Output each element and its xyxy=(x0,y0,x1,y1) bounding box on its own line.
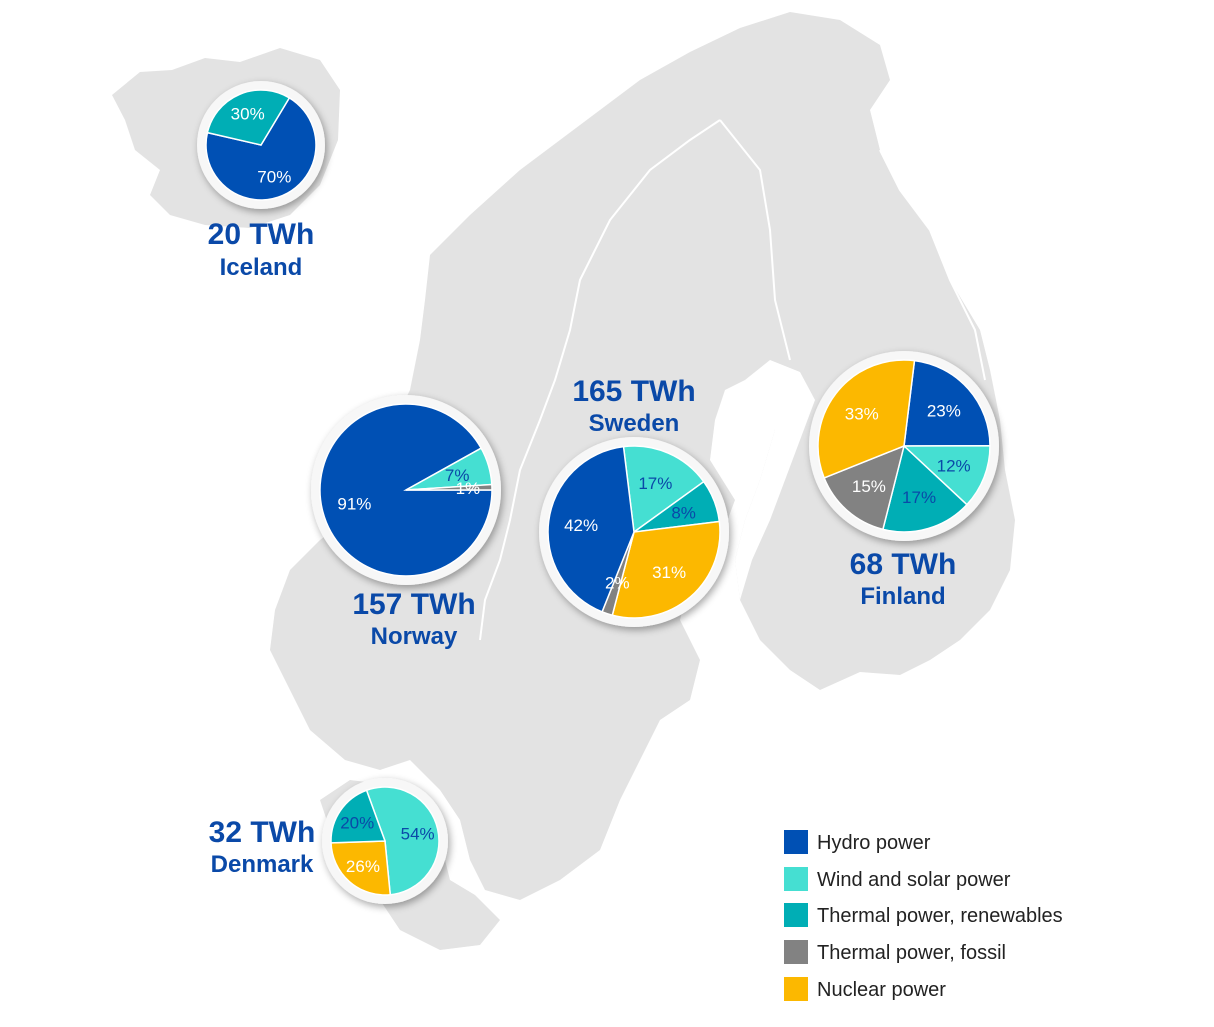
map-gulf-of-bothnia xyxy=(735,360,815,600)
legend-swatch-thermal-renewables xyxy=(784,903,808,927)
pie-label-finland-nuclear-power: 33% xyxy=(845,404,879,423)
pie-label-denmark-wind-and-solar-power: 54% xyxy=(401,825,435,844)
label-iceland: 20 TWh Iceland xyxy=(208,218,315,281)
legend-item-hydro: Hydro power xyxy=(784,830,931,854)
pie-label-finland-hydro-power: 23% xyxy=(927,402,961,421)
pie-slice-finland-nuclear-power xyxy=(817,359,916,479)
pie-label-sweden-nuclear-power: 31% xyxy=(652,563,686,582)
pie-label-denmark-thermal-power-renewables: 20% xyxy=(340,813,374,832)
pie-chart-finland: 23% 12%17% 15% 33% xyxy=(809,351,999,541)
pie-chart-iceland: 70% 30% xyxy=(197,81,325,209)
pie-slice-finland-thermal-power-fossil xyxy=(823,444,906,531)
label-denmark: 32 TWh Denmark xyxy=(209,816,316,878)
country-sweden: Sweden xyxy=(589,410,680,437)
pie-label-sweden-hydro-power: 42% xyxy=(564,516,598,535)
pie-label-finland-thermal-power-fossil: 15% xyxy=(852,477,886,496)
pie-label-norway-thermal-power-fossil: 1% xyxy=(456,479,481,498)
pie-label-denmark-nuclear-power: 26% xyxy=(346,857,380,876)
pie-slice-denmark-nuclear-power xyxy=(330,840,392,896)
pie-slice-sweden-hydro-power xyxy=(547,445,635,613)
legend-swatch-hydro xyxy=(784,830,808,854)
pie-label-iceland-thermal-power-renewables: 30% xyxy=(231,105,265,124)
total-iceland: 20 TWh xyxy=(208,218,315,251)
map-border-finland-russia xyxy=(879,149,986,381)
legend-label-wind-solar: Wind and solar power xyxy=(817,869,1011,891)
pie-label-norway-wind-and-solar-power: 7% xyxy=(445,466,470,485)
country-denmark: Denmark xyxy=(211,851,314,878)
label-norway: 157 TWh Norway xyxy=(352,588,475,650)
pie-label-norway-hydro-power: 91% xyxy=(337,494,371,513)
total-norway: 157 TWh xyxy=(352,588,475,621)
legend-item-thermal-fossil: Thermal power, fossil xyxy=(784,940,1006,964)
legend-label-thermal-renewables: Thermal power, renewables xyxy=(817,905,1063,927)
pie-slice-finland-thermal-power-renewables xyxy=(881,444,968,533)
country-iceland: Iceland xyxy=(220,254,303,281)
pie-slice-iceland-thermal-power-renewables xyxy=(206,89,291,146)
legend-item-nuclear: Nuclear power xyxy=(784,977,946,1001)
country-finland: Finland xyxy=(860,583,945,610)
legend-swatch-thermal-fossil xyxy=(784,940,808,964)
pie-slice-iceland-hydro-power xyxy=(205,96,317,201)
pie-slice-finland-hydro-power xyxy=(903,359,991,447)
pie-slice-sweden-wind-and-solar-power xyxy=(622,445,705,534)
pie-chart-sweden: 17% 8% 31% 2% 42% xyxy=(539,437,729,627)
country-norway: Norway xyxy=(371,623,458,650)
pie-label-sweden-thermal-power-renewables: 8% xyxy=(671,504,696,523)
pie-chart-norway: 91% 7%1% xyxy=(311,395,501,585)
pie-label-iceland-hydro-power: 70% xyxy=(257,167,291,186)
pie-slice-sweden-nuclear-power xyxy=(611,520,721,619)
pie-label-finland-thermal-power-renewables: 17% xyxy=(902,488,936,507)
total-sweden: 165 TWh xyxy=(572,375,695,408)
pie-label-finland-wind-and-solar-power: 12% xyxy=(937,456,971,475)
pie-label-sweden-wind-and-solar-power: 17% xyxy=(638,474,672,493)
legend: Hydro power Wind and solar power Thermal… xyxy=(784,830,1063,1001)
pie-slice-denmark-thermal-power-renewables xyxy=(330,789,387,844)
total-finland: 68 TWh xyxy=(850,548,957,581)
pie-slice-denmark-wind-and-solar-power xyxy=(365,786,440,896)
legend-swatch-wind-solar xyxy=(784,867,808,891)
pie-slice-norway-thermal-power-fossil xyxy=(405,483,493,491)
legend-item-thermal-renewables: Thermal power, renewables xyxy=(784,903,1063,927)
legend-label-nuclear: Nuclear power xyxy=(817,979,946,1001)
label-finland: 68 TWh Finland xyxy=(850,548,957,610)
legend-swatch-nuclear xyxy=(784,977,808,1001)
legend-item-wind-solar: Wind and solar power xyxy=(784,867,1011,891)
pie-chart-denmark: 54% 26% 20% xyxy=(322,778,448,904)
map-border-norway-sweden xyxy=(479,119,721,641)
pie-label-sweden-thermal-power-fossil: 2% xyxy=(605,574,630,593)
map-border-sweden-finland xyxy=(719,119,791,361)
label-sweden: 165 TWh Sweden xyxy=(572,375,695,437)
legend-label-thermal-fossil: Thermal power, fossil xyxy=(817,942,1006,964)
total-denmark: 32 TWh xyxy=(209,816,316,849)
pie-slice-finland-wind-and-solar-power xyxy=(902,444,991,506)
legend-label-hydro: Hydro power xyxy=(817,832,931,854)
